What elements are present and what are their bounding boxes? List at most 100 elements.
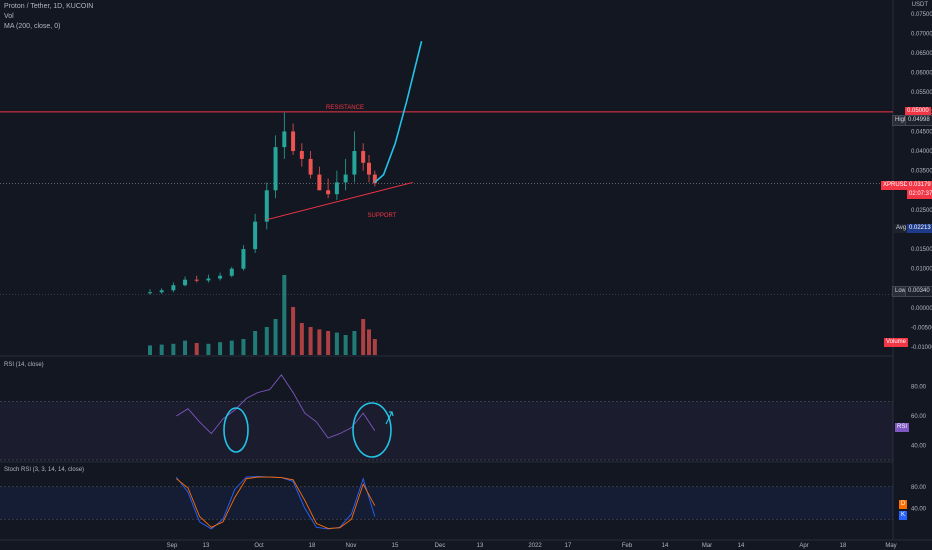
stoch-d-line[interactable] — [176, 476, 376, 529]
candle-body[interactable] — [334, 182, 339, 195]
rsi-line[interactable] — [176, 374, 376, 439]
volume-badge: Volume — [884, 338, 909, 347]
rsi-tick-label: 60.00 — [911, 414, 927, 420]
price-tick-label: 0.06000 — [911, 71, 932, 77]
price-tick-label: 0.04000 — [911, 149, 932, 155]
candle-body[interactable] — [194, 279, 199, 281]
volume-bar — [334, 332, 339, 355]
candle-body[interactable] — [171, 285, 176, 291]
time-tick-label: Nov — [346, 543, 357, 549]
price-tick-label: 0.04500 — [911, 129, 932, 135]
volume-bar — [352, 331, 357, 355]
candle-body[interactable] — [273, 147, 278, 191]
candle-body[interactable] — [229, 268, 234, 276]
candle-body[interactable] — [326, 190, 331, 195]
rsi-tick-label: 40.00 — [911, 443, 927, 449]
candle-body[interactable] — [343, 174, 348, 183]
stoch-k-badge: K — [899, 511, 908, 520]
countdown-badge: 02:07:37 — [907, 190, 932, 199]
time-tick-label: May — [885, 543, 896, 549]
candle-body[interactable] — [317, 174, 322, 191]
time-tick-label: Dec — [435, 543, 446, 549]
rsi-value-badge: RSI — [895, 423, 910, 432]
price-tick-label: 0.07500 — [911, 12, 932, 18]
time-tick-label: 18 — [840, 543, 847, 549]
volume-indicator-label[interactable]: Vol — [4, 13, 14, 20]
low-value-badge: 0.00340 — [905, 286, 932, 297]
volume-bar — [183, 340, 188, 355]
rsi-circle-drawing[interactable] — [223, 407, 249, 453]
volume-bar — [218, 342, 223, 355]
candle-body[interactable] — [183, 279, 188, 286]
resistance-annotation: RESISTANCE — [326, 105, 364, 111]
stoch-d-badge: D — [899, 500, 908, 509]
time-tick-label: 13 — [477, 543, 484, 549]
price-tick-label: 0.02500 — [911, 208, 932, 214]
time-tick-label: 14 — [738, 543, 745, 549]
volume-bar — [194, 343, 199, 355]
volume-bar — [171, 343, 176, 355]
candle-body[interactable] — [282, 131, 287, 148]
rsi-band — [0, 401, 893, 460]
rsi-arrow-drawing[interactable] — [385, 411, 394, 425]
time-tick-label: 14 — [662, 543, 669, 549]
price-tick-label: 0.00000 — [911, 306, 932, 312]
stoch-band — [0, 486, 893, 520]
candle-body[interactable] — [206, 278, 211, 281]
candle-body[interactable] — [159, 290, 164, 293]
candle-body[interactable] — [218, 275, 223, 279]
volume-bar — [317, 329, 322, 355]
avg-value-badge: 0.02213 — [907, 224, 932, 233]
time-tick-label: Sep — [167, 543, 178, 549]
volume-bar — [282, 275, 287, 355]
price-tick-label: 0.06500 — [911, 51, 932, 57]
volume-bar — [206, 343, 211, 355]
candle-body[interactable] — [372, 174, 377, 184]
stoch-tick-label: 40.00 — [911, 506, 927, 512]
avg-label-badge: Avg — [894, 224, 909, 233]
price-tick-label: 0.05500 — [911, 90, 932, 96]
symbol-title[interactable]: Proton / Tether, 1D, KUCOIN — [4, 3, 94, 10]
time-tick-label: 15 — [392, 543, 399, 549]
candle-body[interactable] — [352, 151, 357, 175]
high-value-badge: 0.04998 — [905, 115, 932, 126]
projection-drawing[interactable] — [374, 41, 423, 183]
candle-body[interactable] — [264, 190, 269, 222]
candle-body[interactable] — [308, 158, 313, 175]
time-tick-label: 2022 — [528, 543, 542, 549]
candle-body[interactable] — [367, 162, 371, 175]
price-axis-unit: USDT — [911, 2, 928, 8]
candle-body[interactable] — [291, 131, 296, 152]
price-tick-label: 0.03500 — [911, 169, 932, 175]
volume-bar — [343, 335, 348, 355]
ma-indicator-label[interactable]: MA (200, close, 0) — [4, 23, 61, 30]
support-trendline[interactable] — [266, 181, 413, 221]
candle-body[interactable] — [361, 151, 366, 163]
volume-bar — [326, 331, 331, 355]
price-tick-label: -0.00500 — [911, 326, 932, 332]
candle-body[interactable] — [253, 221, 258, 250]
volume-bar — [241, 339, 246, 355]
time-tick-label: 17 — [565, 543, 572, 549]
candle-body[interactable] — [299, 151, 304, 159]
volume-bar — [367, 329, 371, 355]
support-annotation: SUPPORT — [368, 213, 397, 219]
volume-bar — [273, 319, 278, 355]
candle-body[interactable] — [148, 292, 152, 294]
time-tick-label: Apr — [799, 543, 808, 549]
volume-bar — [372, 339, 377, 355]
rsi-tick-label: 80.00 — [911, 385, 927, 391]
volume-bar — [308, 327, 313, 355]
price-tick-label: 0.01500 — [911, 247, 932, 253]
time-tick-label: Mar — [702, 543, 712, 549]
candle-body[interactable] — [241, 249, 246, 269]
stoch-pane-label[interactable]: Stoch RSI (3, 3, 14, 14, close) — [4, 467, 85, 473]
volume-bar — [229, 340, 234, 355]
rsi-pane-label[interactable]: RSI (14, close) — [4, 362, 44, 368]
time-tick-label: 18 — [309, 543, 316, 549]
volume-bar — [253, 331, 258, 355]
volume-bar — [299, 323, 304, 355]
rsi-circle-drawing[interactable] — [352, 402, 392, 458]
